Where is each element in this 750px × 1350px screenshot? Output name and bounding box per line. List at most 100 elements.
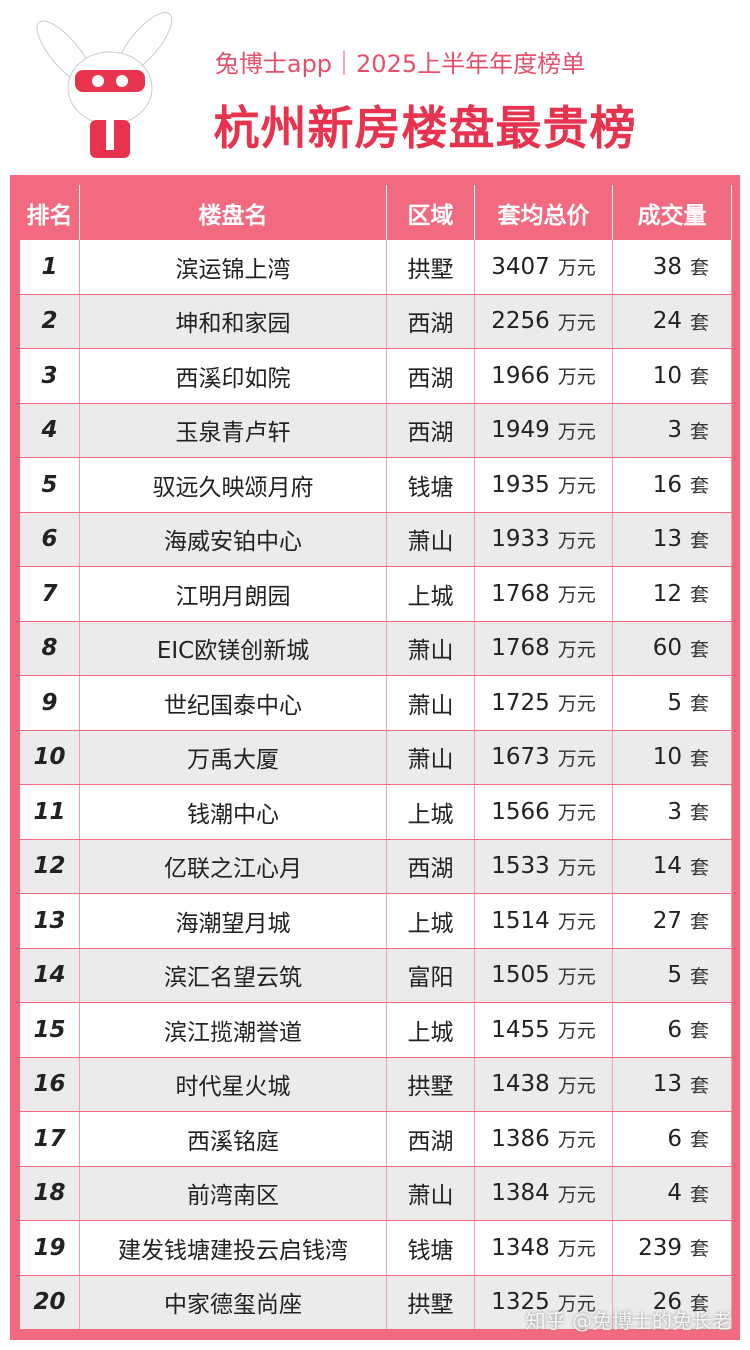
price: 1514 (491, 907, 550, 934)
price-unit: 万元 (557, 257, 596, 280)
price-unit: 万元 (557, 1020, 596, 1043)
price-cell: 1438 万元 (475, 1057, 613, 1111)
district: 西湖 (387, 1112, 475, 1166)
price: 1725 (491, 689, 550, 716)
count-header: 成交量 (613, 185, 732, 240)
count: 6 (667, 1016, 682, 1043)
count-unit: 套 (689, 965, 709, 988)
row-bg (20, 785, 732, 839)
count-unit: 套 (689, 1129, 709, 1152)
price: 1386 (491, 1125, 550, 1152)
district: 拱墅 (387, 1057, 475, 1111)
price-header: 套均总价 (475, 185, 613, 240)
price-unit: 万元 (557, 1129, 596, 1152)
count: 27 (652, 907, 682, 934)
row-bg (20, 458, 732, 512)
price-cell: 1455 万元 (475, 1003, 613, 1057)
price-cell: 1949 万元 (475, 403, 613, 457)
row-bg (20, 294, 732, 348)
district: 萧山 (387, 512, 475, 566)
row-bg (20, 1003, 732, 1057)
count-unit: 套 (689, 529, 709, 552)
price-unit: 万元 (557, 529, 596, 552)
count: 13 (652, 1071, 682, 1098)
count-cell: 16 套 (613, 458, 732, 512)
count-unit: 套 (689, 420, 709, 443)
price: 1966 (491, 362, 550, 389)
price-unit: 万元 (557, 747, 596, 770)
price: 1325 (491, 1289, 550, 1316)
district: 钱塘 (387, 458, 475, 512)
count: 24 (652, 308, 682, 335)
count: 16 (652, 471, 682, 498)
row-bg (20, 1112, 732, 1166)
district-header: 区域 (387, 185, 475, 240)
count-unit: 套 (689, 802, 709, 825)
price-cell: 1935 万元 (475, 458, 613, 512)
count-cell: 12 套 (613, 567, 732, 621)
rank: 4 (20, 403, 80, 457)
row-bg (20, 403, 732, 457)
district: 富阳 (387, 948, 475, 1002)
count-cell: 10 套 (613, 349, 732, 403)
row-bg (20, 621, 732, 675)
rank: 6 (20, 512, 80, 566)
rank: 17 (20, 1112, 80, 1166)
district: 西湖 (387, 403, 475, 457)
price: 1533 (491, 853, 550, 880)
name: EIC欧镁创新城 (80, 621, 387, 675)
name: 滨汇名望云筑 (80, 948, 387, 1002)
rank-header: 排名 (20, 185, 80, 240)
price-unit: 万元 (557, 802, 596, 825)
price-cell: 3407 万元 (475, 240, 613, 294)
price: 1949 (491, 417, 550, 444)
title: 杭州新房楼盘最贵榜 (213, 101, 637, 155)
price-cell: 1768 万元 (475, 621, 613, 675)
count: 5 (667, 689, 682, 716)
price: 1673 (491, 744, 550, 771)
count-unit: 套 (689, 311, 709, 334)
count-unit: 套 (689, 747, 709, 770)
name: 驭远久映颂月府 (80, 458, 387, 512)
price-cell: 1325 万元 (475, 1275, 613, 1329)
count-unit: 套 (689, 584, 709, 607)
count-cell: 24 套 (613, 294, 732, 348)
name: 建发钱塘建投云启钱湾 (80, 1221, 387, 1275)
row-bg (20, 894, 732, 948)
price: 1933 (491, 526, 550, 553)
district: 拱墅 (387, 240, 475, 294)
price: 1505 (491, 962, 550, 989)
rank: 16 (20, 1057, 80, 1111)
name: 滨运锦上湾 (80, 240, 387, 294)
rank: 14 (20, 948, 80, 1002)
row-bg (20, 512, 732, 566)
count-cell: 14 套 (613, 839, 732, 893)
row-bg (20, 567, 732, 621)
district: 西湖 (387, 839, 475, 893)
price-unit: 万元 (557, 420, 596, 443)
price-unit: 万元 (557, 965, 596, 988)
count: 14 (652, 853, 682, 880)
price-cell: 1505 万元 (475, 948, 613, 1002)
name-header: 楼盘名 (80, 185, 387, 240)
name: 前湾南区 (80, 1166, 387, 1220)
count: 60 (652, 635, 682, 662)
price-cell: 1768 万元 (475, 567, 613, 621)
price-cell: 1966 万元 (475, 349, 613, 403)
watermark: 知乎 @兔博士的兔长老 (525, 1309, 732, 1333)
rank: 13 (20, 894, 80, 948)
rank: 5 (20, 458, 80, 512)
count-cell: 27 套 (613, 894, 732, 948)
count-unit: 套 (689, 856, 709, 879)
district: 上城 (387, 1003, 475, 1057)
mascot (36, 12, 173, 158)
count: 13 (652, 526, 682, 553)
row-bg (20, 839, 732, 893)
table: 排名 楼盘名 区域 套均总价 成交量 1 滨运锦上湾 拱墅 3407 万元 38 套 2 坤和和家园 西湖 2… (10, 175, 740, 1340)
count: 4 (667, 1180, 682, 1207)
count-cell: 239 套 (613, 1221, 732, 1275)
